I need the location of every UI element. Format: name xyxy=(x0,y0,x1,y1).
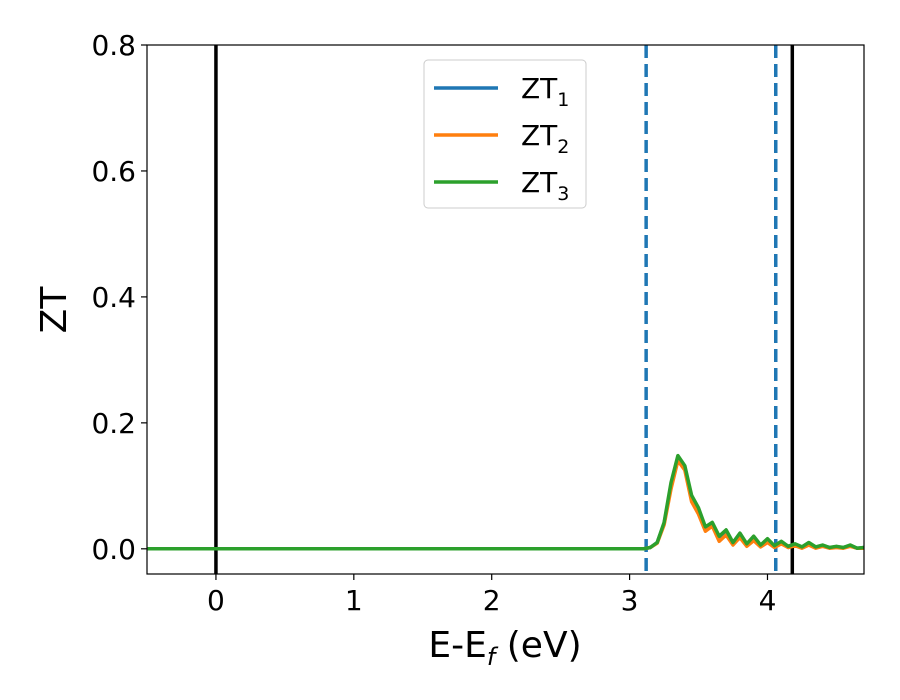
legend-box xyxy=(423,59,587,209)
plot-frame xyxy=(146,44,865,575)
x-axis-label: E-Ef (eV) xyxy=(428,625,581,671)
y-axis-label: ZT xyxy=(34,286,75,334)
vertical-reference-lines xyxy=(214,45,795,574)
series-lines xyxy=(147,453,864,551)
plot-area: 0 1 2 3 4 0.0 0.2 0.4 0.6 0.8 xyxy=(91,29,865,617)
x-tick-label: 0 xyxy=(207,584,225,617)
legend: ZT1 ZT2 ZT3 xyxy=(423,59,587,209)
legend-label-zt2: ZT2 xyxy=(521,119,569,158)
series-line-zt2 xyxy=(147,458,864,551)
y-tick-label: 0.0 xyxy=(91,533,136,566)
series-line-zt3 xyxy=(147,453,864,551)
y-tick-label: 0.6 xyxy=(91,155,136,188)
x-tick-label: 3 xyxy=(621,584,639,617)
x-axis-ticks: 0 1 2 3 4 xyxy=(207,574,776,617)
legend-label-zt3: ZT3 xyxy=(521,166,569,205)
x-tick-label: 2 xyxy=(483,584,501,617)
legend-label-zt1: ZT1 xyxy=(521,72,569,111)
series-line-zt1 xyxy=(147,455,864,551)
y-axis-ticks: 0.0 0.2 0.4 0.6 0.8 xyxy=(91,29,147,566)
x-tick-label: 1 xyxy=(345,584,363,617)
y-tick-label: 0.4 xyxy=(91,281,136,314)
x-tick-label: 4 xyxy=(759,584,777,617)
y-tick-label: 0.2 xyxy=(91,407,136,440)
y-tick-label: 0.8 xyxy=(91,29,136,62)
